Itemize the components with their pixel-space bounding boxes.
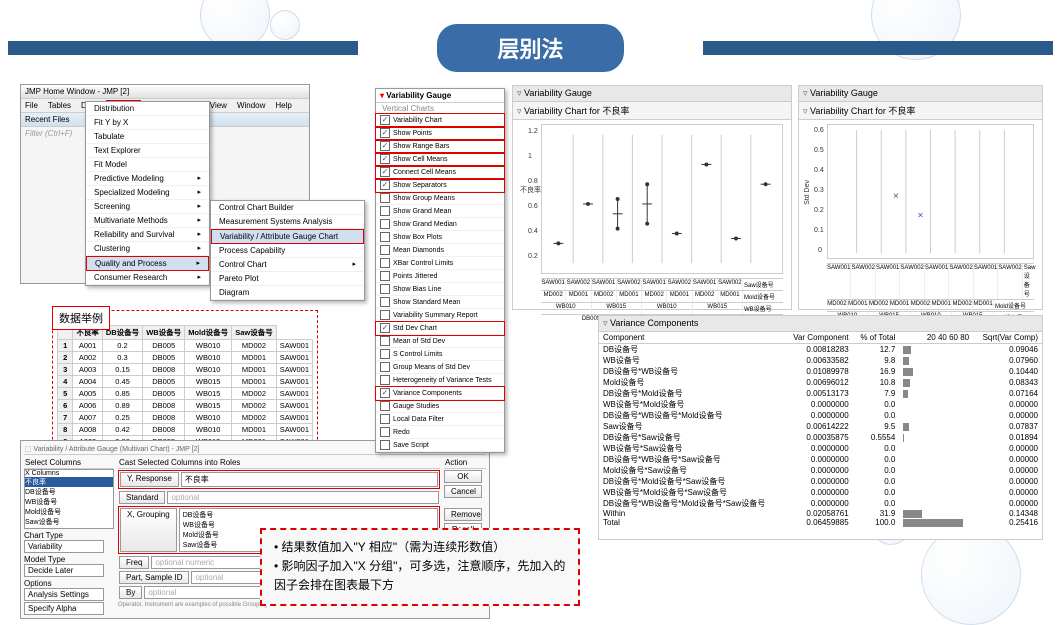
standard-btn[interactable]: Standard: [119, 491, 165, 504]
submenu-ccb[interactable]: Control Chart Builder: [211, 201, 364, 215]
vg-subtitle: Vertical Charts: [376, 103, 504, 114]
menu-tables[interactable]: Tables: [46, 100, 73, 111]
menu-fityx[interactable]: Fit Y by X: [86, 116, 209, 130]
vg-option-10[interactable]: Mean Diamonds: [376, 244, 504, 257]
vg-option-12[interactable]: Points Jittered: [376, 270, 504, 283]
vg-menu-title: ▾ Variability Gauge: [376, 89, 504, 103]
menu-window[interactable]: Window: [235, 100, 267, 111]
vg-option-15[interactable]: Variability Summary Report: [376, 309, 504, 322]
vg-option-23[interactable]: Local Data Filter: [376, 413, 504, 426]
action-label: Action: [444, 457, 486, 469]
ok-button[interactable]: OK: [444, 470, 482, 483]
chart2-title: Variability Gauge: [799, 86, 1042, 102]
analyze-dropdown: Distribution Fit Y by X Tabulate Text Ex…: [85, 101, 210, 286]
vg-option-1[interactable]: Show Points: [376, 127, 504, 140]
data-example-label: 数据举例: [52, 306, 110, 330]
cancel-button[interactable]: Cancel: [444, 485, 482, 498]
model-type-select[interactable]: Decide Later: [24, 564, 104, 577]
chart-type-select[interactable]: Variability: [24, 540, 104, 553]
submenu-pareto[interactable]: Pareto Plot: [211, 272, 364, 286]
menu-view[interactable]: View: [208, 100, 229, 111]
x-grouping-btn[interactable]: X, Grouping: [120, 508, 177, 552]
vg-option-20[interactable]: Heterogeneity of Variance Tests: [376, 374, 504, 387]
menu-textexplorer[interactable]: Text Explorer: [86, 144, 209, 158]
vg-option-0[interactable]: Variability Chart: [376, 114, 504, 127]
chart2-subtitle: Variability Chart for 不良率: [799, 102, 1042, 120]
menu-reliability[interactable]: Reliability and Survival: [86, 228, 209, 242]
menu-fitmodel[interactable]: Fit Model: [86, 158, 209, 172]
vg-option-13[interactable]: Show Bias Line: [376, 283, 504, 296]
svg-text:×: ×: [918, 211, 924, 222]
chart1-svg: [542, 125, 782, 273]
menu-distribution[interactable]: Distribution: [86, 102, 209, 116]
vg-option-9[interactable]: Show Box Plots: [376, 231, 504, 244]
vg-option-17[interactable]: Mean of Std Dev: [376, 335, 504, 348]
vg-option-16[interactable]: Std Dev Chart: [376, 322, 504, 335]
menu-predictive[interactable]: Predictive Modeling: [86, 172, 209, 186]
vg-option-21[interactable]: Variance Components: [376, 387, 504, 400]
menu-tabulate[interactable]: Tabulate: [86, 130, 209, 144]
variability-chart-1: Variability Gauge Variability Chart for …: [512, 85, 792, 310]
menu-file[interactable]: File: [23, 100, 40, 111]
submenu-variability-gauge[interactable]: Variability / Attribute Gauge Chart: [211, 229, 364, 244]
slide-header: 层别法: [0, 28, 1061, 68]
submenu-diagram[interactable]: Diagram: [211, 286, 364, 300]
window-title: JMP Home Window - JMP [2]: [21, 85, 309, 99]
vg-option-24[interactable]: Redo: [376, 426, 504, 439]
annotation-line2: • 影响因子加入"X 分组"，可多选，注意顺序，先加入的因子会排在图表最下方: [274, 557, 566, 595]
annotation-box: • 结果数值加入"Y 相应"（需为连续形数值） • 影响因子加入"X 分组"，可…: [260, 528, 580, 606]
chart-type-label: Chart Type: [24, 531, 114, 540]
y-response-btn[interactable]: Y, Response: [120, 472, 179, 487]
cast-label: Cast Selected Columns into Roles: [118, 457, 440, 469]
qp-submenu: Control Chart Builder Measurement System…: [210, 200, 365, 301]
chart2-svg: × ×: [828, 125, 1033, 258]
vg-option-8[interactable]: Show Grand Median: [376, 218, 504, 231]
submenu-cc[interactable]: Control Chart: [211, 258, 364, 272]
vg-option-6[interactable]: Show Group Means: [376, 192, 504, 205]
vg-option-5[interactable]: Show Separators: [376, 179, 504, 192]
chart1-title: Variability Gauge: [513, 86, 791, 102]
slide-title: 层别法: [437, 24, 623, 72]
menu-quality-process[interactable]: Quality and Process: [86, 256, 209, 271]
vg-option-22[interactable]: Gauge Studies: [376, 400, 504, 413]
vg-options-menu: ▾ Variability Gauge Vertical Charts Vari…: [375, 88, 505, 453]
vg-option-4[interactable]: Connect Cell Means: [376, 166, 504, 179]
vc-title: Variance Components: [599, 316, 1042, 332]
vg-option-19[interactable]: Group Means of Std Dev: [376, 361, 504, 374]
menu-clustering[interactable]: Clustering: [86, 242, 209, 256]
model-type-label: Model Type: [24, 555, 114, 564]
vg-option-2[interactable]: Show Range Bars: [376, 140, 504, 153]
menu-specialized[interactable]: Specialized Modeling: [86, 186, 209, 200]
vg-option-3[interactable]: Show Cell Means: [376, 153, 504, 166]
svg-text:×: ×: [893, 191, 899, 202]
menu-help[interactable]: Help: [273, 100, 293, 111]
menu-screening[interactable]: Screening: [86, 200, 209, 214]
annotation-line1: • 结果数值加入"Y 相应"（需为连续形数值）: [274, 538, 566, 557]
vg-option-25[interactable]: Save Script: [376, 439, 504, 452]
chart1-subtitle: Variability Chart for 不良率: [513, 102, 791, 120]
menu-consumer[interactable]: Consumer Research: [86, 271, 209, 285]
variability-chart-2: Variability Gauge Variability Chart for …: [798, 85, 1043, 310]
vg-option-18[interactable]: S Control Limits: [376, 348, 504, 361]
submenu-pc[interactable]: Process Capability: [211, 244, 364, 258]
submenu-msa[interactable]: Measurement Systems Analysis: [211, 215, 364, 229]
bubble-decoration: [921, 525, 1021, 625]
vg-option-14[interactable]: Show Standard Mean: [376, 296, 504, 309]
remove-button[interactable]: Remove: [444, 508, 482, 521]
vg-option-11[interactable]: XBar Control Limits: [376, 257, 504, 270]
vc-table: ComponentVar Component% of Total20 40 60…: [599, 332, 1042, 527]
menu-multivariate[interactable]: Multivariate Methods: [86, 214, 209, 228]
variance-components-panel: Variance Components ComponentVar Compone…: [598, 315, 1043, 540]
select-columns-label: Select Columns: [24, 457, 114, 469]
vg-option-7[interactable]: Show Grand Mean: [376, 205, 504, 218]
